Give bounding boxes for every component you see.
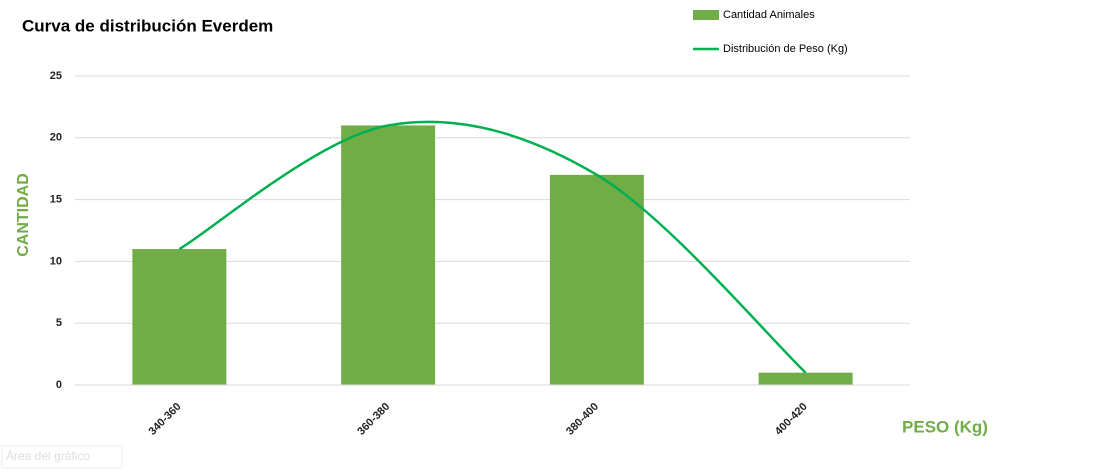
legend-label: Cantidad Animales bbox=[723, 9, 815, 21]
x-tick-label: 400-420 bbox=[773, 401, 810, 438]
x-tick-label: 340-360 bbox=[147, 401, 184, 438]
y-tick-label: 20 bbox=[50, 132, 62, 144]
bar bbox=[132, 249, 227, 385]
y-tick-label: 25 bbox=[50, 70, 62, 82]
tooltip-box bbox=[1, 445, 123, 469]
line bbox=[178, 120, 807, 374]
y-tick-label: 5 bbox=[56, 317, 62, 329]
y-tick-label: 0 bbox=[56, 379, 62, 391]
y-tick-label: 15 bbox=[50, 194, 62, 206]
y-axis-title: CANTIDAD bbox=[15, 173, 32, 257]
x-tick-label: 360-380 bbox=[355, 401, 392, 438]
x-tick-label: 380-400 bbox=[564, 401, 601, 438]
bar bbox=[341, 125, 436, 385]
x-axis-title: PESO (Kg) bbox=[902, 417, 988, 436]
y-tick-label: 10 bbox=[50, 255, 62, 267]
bar bbox=[758, 372, 853, 385]
chart-title: Curva de distribución Everdem bbox=[22, 16, 273, 35]
legend-label: Distribución de Peso (Kg) bbox=[723, 43, 848, 55]
legend-swatch bbox=[693, 10, 719, 20]
tooltip: Área del gráfico bbox=[6, 448, 90, 463]
bar bbox=[549, 174, 644, 385]
